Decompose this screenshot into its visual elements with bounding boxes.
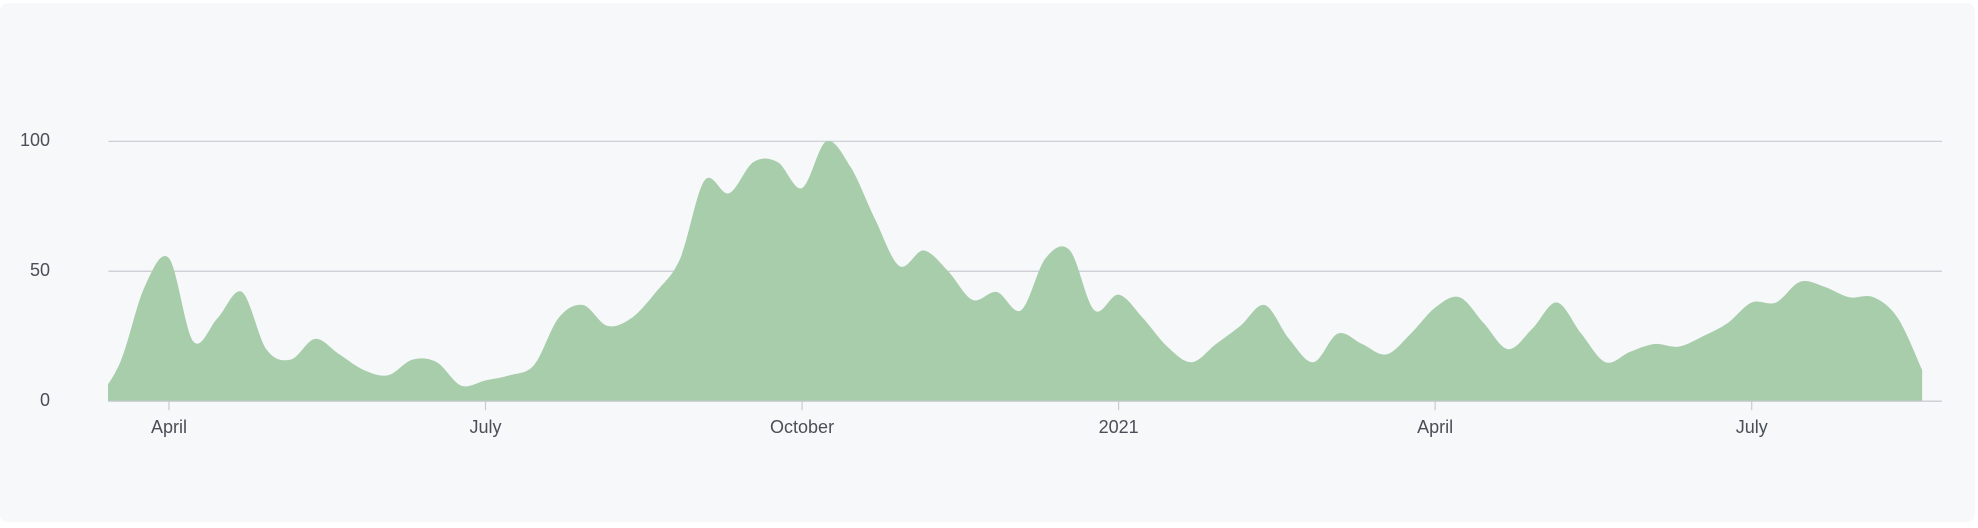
y-tick-label: 50 <box>30 260 50 280</box>
x-tick-label: April <box>1417 417 1453 437</box>
y-tick-label: 0 <box>40 390 50 410</box>
area <box>108 140 1923 402</box>
card <box>0 3 1975 522</box>
x-tick-label: July <box>469 417 501 437</box>
x-tick-label: April <box>151 417 187 437</box>
y-tick-label: 100 <box>20 130 50 150</box>
x-tick-label: October <box>770 417 834 437</box>
x-tick-label: 2021 <box>1099 417 1139 437</box>
x-tick-label: July <box>1736 417 1768 437</box>
